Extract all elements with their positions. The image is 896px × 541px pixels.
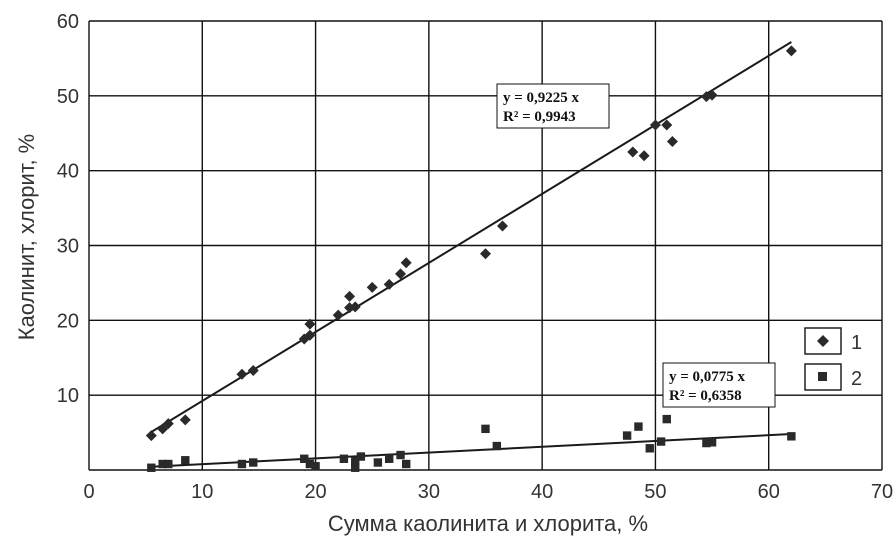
- series-2-equation: y = 0,0775 x: [669, 369, 746, 385]
- point-series-2: [356, 452, 366, 461]
- point-series-2: [707, 438, 717, 447]
- point-series-1: [480, 248, 491, 260]
- point-series-1: [661, 119, 673, 131]
- point-series-2: [662, 414, 671, 424]
- point-series-2: [373, 458, 383, 467]
- y-tick-label: 10: [57, 385, 79, 407]
- point-series-1: [395, 268, 407, 280]
- point-series-1: [649, 119, 661, 131]
- point-series-1: [627, 146, 639, 158]
- trendline-series-2: [151, 433, 792, 468]
- point-series-2: [656, 437, 666, 446]
- point-series-1: [383, 278, 395, 290]
- point-series-1: [179, 414, 191, 426]
- x-tick-label: 40: [531, 481, 553, 503]
- point-series-1: [366, 281, 378, 293]
- trendline-series-1: [150, 41, 792, 433]
- y-axis-title: Каолинит, хлорит, %: [14, 134, 39, 341]
- point-series-2: [181, 456, 190, 465]
- point-series-2: [311, 462, 320, 471]
- point-series-1: [496, 220, 508, 232]
- y-tick-label: 20: [57, 310, 79, 332]
- point-series-2: [622, 431, 632, 440]
- diamond-marker-icon: [817, 335, 829, 347]
- legend-label-1: 1: [851, 332, 862, 354]
- point-series-2: [339, 454, 349, 463]
- point-series-1: [785, 45, 797, 57]
- point-series-2: [492, 441, 502, 451]
- data-points: [145, 45, 797, 472]
- point-series-2: [402, 459, 411, 469]
- point-series-2: [158, 459, 167, 469]
- y-tick-label: 50: [57, 86, 79, 108]
- y-tick-label: 40: [57, 161, 79, 183]
- x-tick-label: 0: [83, 481, 94, 503]
- trendlines: [150, 41, 792, 468]
- square-marker-icon: [818, 372, 827, 381]
- point-series-1: [400, 257, 412, 269]
- point-series-1: [304, 318, 316, 330]
- point-series-1: [349, 301, 361, 313]
- x-tick-label: 50: [644, 481, 666, 503]
- point-series-2: [634, 422, 643, 431]
- legend-item-1: 1: [804, 327, 862, 355]
- point-series-2: [164, 459, 173, 469]
- legend-item-2: 2: [804, 363, 862, 391]
- point-series-2: [305, 459, 315, 469]
- point-series-2: [147, 463, 156, 472]
- point-series-2: [481, 424, 490, 434]
- point-series-1: [706, 89, 718, 101]
- x-tick-label: 10: [191, 481, 213, 503]
- point-series-2: [249, 458, 258, 467]
- point-series-1: [236, 368, 248, 380]
- series-2-equation-box: y = 0,0775 x R² = 0,6358: [662, 362, 776, 408]
- point-series-1: [304, 329, 316, 341]
- point-series-2: [645, 444, 654, 453]
- x-axis-title: Сумма каолинита и хлорита, %: [328, 511, 648, 536]
- series-1-equation: y = 0,9225 x: [503, 90, 580, 106]
- point-series-1: [247, 364, 259, 376]
- point-series-1: [145, 430, 157, 442]
- point-series-2: [385, 454, 394, 463]
- legend-label-2: 2: [851, 368, 862, 390]
- series-2-r2: R² = 0,6358: [669, 388, 742, 404]
- point-series-2: [351, 456, 360, 466]
- series-1-equation-box: y = 0,9225 x R² = 0,9943: [496, 83, 610, 129]
- point-series-1: [344, 290, 356, 302]
- y-tick-label: 60: [57, 11, 79, 33]
- tick-labels: 0 10 20 30 40 50 60 70 10 20 30 40 50 60: [57, 11, 893, 503]
- point-series-2: [351, 463, 360, 472]
- point-series-2: [300, 454, 309, 463]
- series-1-r2: R² = 0,9943: [503, 109, 576, 125]
- point-series-1: [666, 135, 678, 147]
- x-tick-label: 70: [871, 481, 893, 503]
- point-series-1: [332, 309, 344, 321]
- x-tick-label: 60: [758, 481, 780, 503]
- y-tick-label: 30: [57, 236, 79, 258]
- point-series-1: [162, 418, 174, 430]
- point-series-2: [787, 432, 796, 441]
- point-series-1: [638, 150, 650, 162]
- point-series-2: [702, 438, 711, 448]
- point-series-2: [396, 450, 405, 460]
- point-series-2: [237, 459, 247, 469]
- legend: 1 2: [804, 327, 862, 391]
- x-tick-label: 30: [418, 481, 440, 503]
- x-tick-label: 20: [304, 481, 326, 503]
